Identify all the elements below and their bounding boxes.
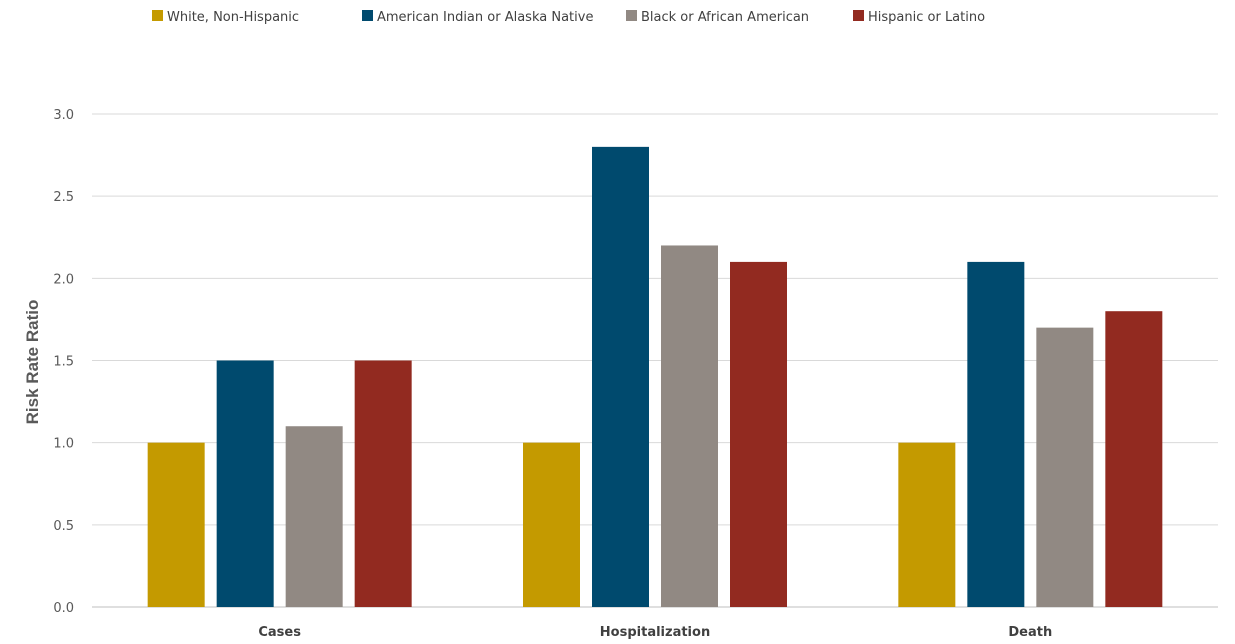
legend-swatch	[853, 10, 864, 21]
y-tick-label: 0.5	[53, 519, 74, 534]
bar-death-2	[1036, 327, 1094, 607]
bar-hospitalization-3	[730, 261, 787, 607]
bar-cases-0	[147, 442, 205, 607]
legend-swatch	[362, 10, 373, 21]
bar-hospitalization-1	[592, 146, 649, 607]
y-axis-label: Risk Rate Ratio	[23, 300, 42, 425]
bar-cases-2	[285, 426, 343, 607]
legend-label: American Indian or Alaska Native	[377, 10, 593, 25]
y-tick-label: 2.0	[53, 272, 74, 287]
bars	[147, 146, 1163, 607]
legend-label: Hispanic or Latino	[868, 10, 985, 25]
legend-label: Black or African American	[641, 10, 809, 25]
y-tick-label: 0.0	[53, 601, 74, 616]
bar-death-0	[898, 442, 956, 607]
y-tick-label: 1.0	[53, 437, 74, 452]
gridlines	[92, 113, 1218, 608]
bar-cases-3	[354, 360, 412, 607]
x-tick-label: Death	[1008, 625, 1052, 640]
legend-label: White, Non-Hispanic	[167, 10, 299, 25]
bar-death-3	[1105, 311, 1163, 607]
legend: White, Non-Hispanic American Indian or Al…	[152, 10, 985, 25]
legend-swatch	[626, 10, 637, 21]
bar-hospitalization-2	[661, 245, 718, 607]
y-tick-labels: 0.0 0.5 1.0 1.5 2.0 2.5 3.0	[53, 108, 74, 616]
x-tick-label: Hospitalization	[600, 625, 710, 640]
y-tick-label: 1.5	[53, 355, 74, 370]
bar-cases-1	[216, 360, 274, 607]
x-tick-labels: Cases Hospitalization Death	[258, 625, 1052, 640]
legend-swatch	[152, 10, 163, 21]
y-tick-label: 3.0	[53, 108, 74, 123]
bar-death-1	[967, 261, 1025, 607]
y-tick-label: 2.5	[53, 190, 74, 205]
x-tick-label: Cases	[258, 625, 301, 640]
bar-hospitalization-0	[523, 442, 580, 607]
